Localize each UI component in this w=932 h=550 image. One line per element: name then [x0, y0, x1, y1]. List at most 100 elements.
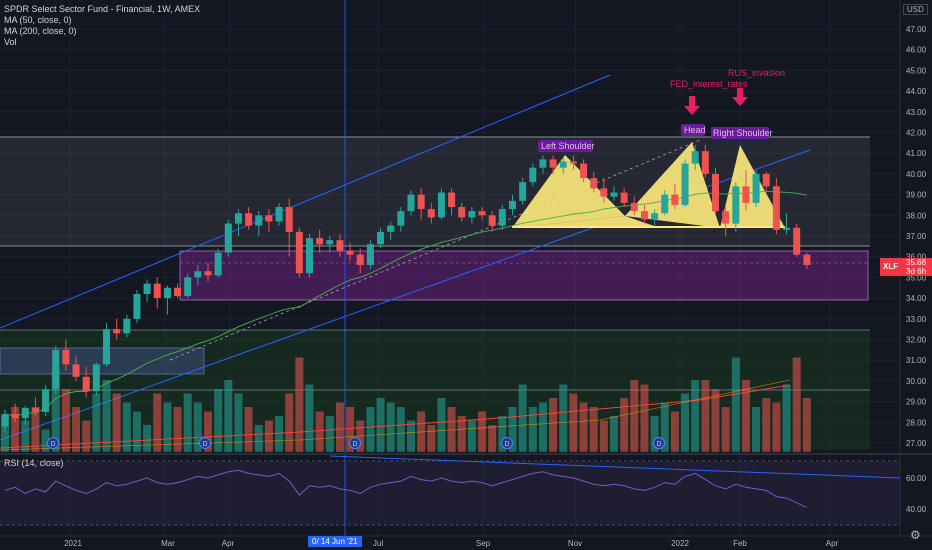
dividend-marker-icon — [349, 437, 361, 449]
volume-bar — [792, 357, 801, 452]
volume-bar — [305, 384, 314, 452]
time-tick-label: Apr — [826, 539, 839, 548]
volume-bar — [691, 380, 700, 452]
candle-body — [620, 192, 628, 203]
dividend-marker-label: D — [504, 441, 509, 448]
volume-bar — [214, 389, 223, 452]
volume-bar — [41, 429, 50, 452]
candle-body — [356, 254, 364, 265]
head-label: Head — [684, 125, 706, 135]
candle-body — [234, 213, 242, 224]
candle-body — [366, 244, 374, 265]
volume-bar — [670, 411, 679, 452]
volume-bar — [143, 425, 152, 452]
volume-bar — [549, 398, 558, 452]
candle-body — [31, 407, 39, 412]
volume-bar — [599, 420, 608, 452]
candle-body — [316, 238, 324, 245]
candle-body — [255, 215, 263, 226]
price-axis[interactable]: 47.00 46.00 45.00 44.00 43.00 42.00 41.00 40.00… — [906, 25, 927, 448]
left-box — [0, 347, 205, 375]
vol-legend[interactable]: Vol — [4, 37, 17, 47]
candle-body — [103, 329, 110, 365]
candle-body — [336, 240, 344, 251]
volume-bar — [264, 420, 273, 452]
volume-bar — [285, 393, 294, 452]
rsi-axis[interactable]: 60.00 40.00 — [906, 474, 927, 514]
volume-bar — [11, 407, 20, 452]
volume-bar — [650, 416, 659, 452]
chart-title[interactable]: SPDR Select Sector Fund - Financial, 1W,… — [4, 4, 201, 14]
volume-bar — [508, 407, 517, 452]
dividend-marker-label: D — [352, 441, 357, 448]
volume-bar — [610, 416, 618, 452]
time-tick-label: Mar — [161, 539, 175, 548]
rsi-legend[interactable]: RSI (14, close) — [4, 458, 64, 468]
volume-bar — [102, 380, 111, 452]
candle-body — [519, 182, 527, 201]
candle-body — [600, 188, 608, 197]
candle-body — [509, 200, 516, 210]
price-tick-label: 35.00 — [906, 273, 927, 282]
candle-body — [732, 186, 740, 224]
candle-body — [772, 186, 780, 230]
volume-bar — [660, 402, 669, 452]
price-tag-countdown: 3d 6h — [906, 267, 927, 276]
volume-bar — [762, 398, 771, 452]
price-tag-value: 35.68 — [906, 258, 927, 267]
candle-body — [275, 207, 283, 222]
volume-bar — [325, 416, 334, 452]
candle-body — [133, 293, 141, 319]
volume-bar — [772, 402, 781, 452]
time-axis[interactable]: 2021 Mar Apr Jul Sep Nov 2022 Feb Apr — [64, 539, 838, 548]
price-tick-label: 45.00 — [906, 66, 927, 75]
dividend-marker-icon — [199, 437, 211, 449]
candle-body — [417, 194, 425, 210]
candle-body — [742, 186, 750, 203]
rus-arrow-icon — [732, 88, 748, 106]
currency-button[interactable]: USD — [903, 4, 928, 15]
volume-bar — [630, 380, 639, 452]
dividend-marker-icon — [501, 437, 513, 449]
volume-bar — [620, 398, 629, 452]
candle-body — [194, 271, 202, 278]
volume-bar — [741, 380, 750, 452]
candle-body — [661, 194, 669, 214]
time-tick-label: Sep — [476, 539, 491, 548]
volume-bar — [82, 420, 91, 452]
time-tick-label: 2021 — [64, 539, 82, 548]
volume-bar — [701, 380, 710, 452]
volume-bar — [234, 393, 243, 452]
candle-body — [407, 194, 415, 212]
volume-bar — [92, 393, 101, 452]
price-tick-label: 46.00 — [906, 46, 927, 55]
volume-bar — [711, 389, 720, 452]
volume-bar — [295, 357, 304, 452]
dividend-marker-label: D — [50, 441, 55, 448]
volume-bar — [315, 411, 324, 452]
candle-body — [184, 277, 192, 297]
volume-bar — [589, 407, 598, 452]
candle-body — [681, 163, 689, 205]
price-tick-label: 43.00 — [906, 108, 927, 117]
candle-body — [701, 151, 709, 174]
volume-bar — [518, 384, 527, 452]
gear-icon[interactable]: ⚙ — [910, 528, 921, 542]
purple-zone — [179, 250, 869, 301]
volume-bar — [478, 411, 487, 452]
volume-bar — [183, 393, 192, 452]
volume-ma-line — [0, 379, 791, 451]
candle-body — [62, 349, 70, 365]
volume-bar — [31, 407, 40, 452]
candle-body — [153, 283, 161, 299]
volume-bar — [51, 371, 60, 452]
volume-bar — [275, 416, 284, 452]
candle-body — [92, 364, 100, 392]
ma50-legend[interactable]: MA (50, close, 0) — [4, 15, 72, 25]
price-tick-label: 44.00 — [906, 87, 927, 96]
ma200-legend[interactable]: MA (200, close, 0) — [4, 26, 77, 36]
candle-body — [397, 211, 405, 226]
candle-body — [478, 211, 486, 216]
right-shoulder-bg — [711, 127, 769, 139]
